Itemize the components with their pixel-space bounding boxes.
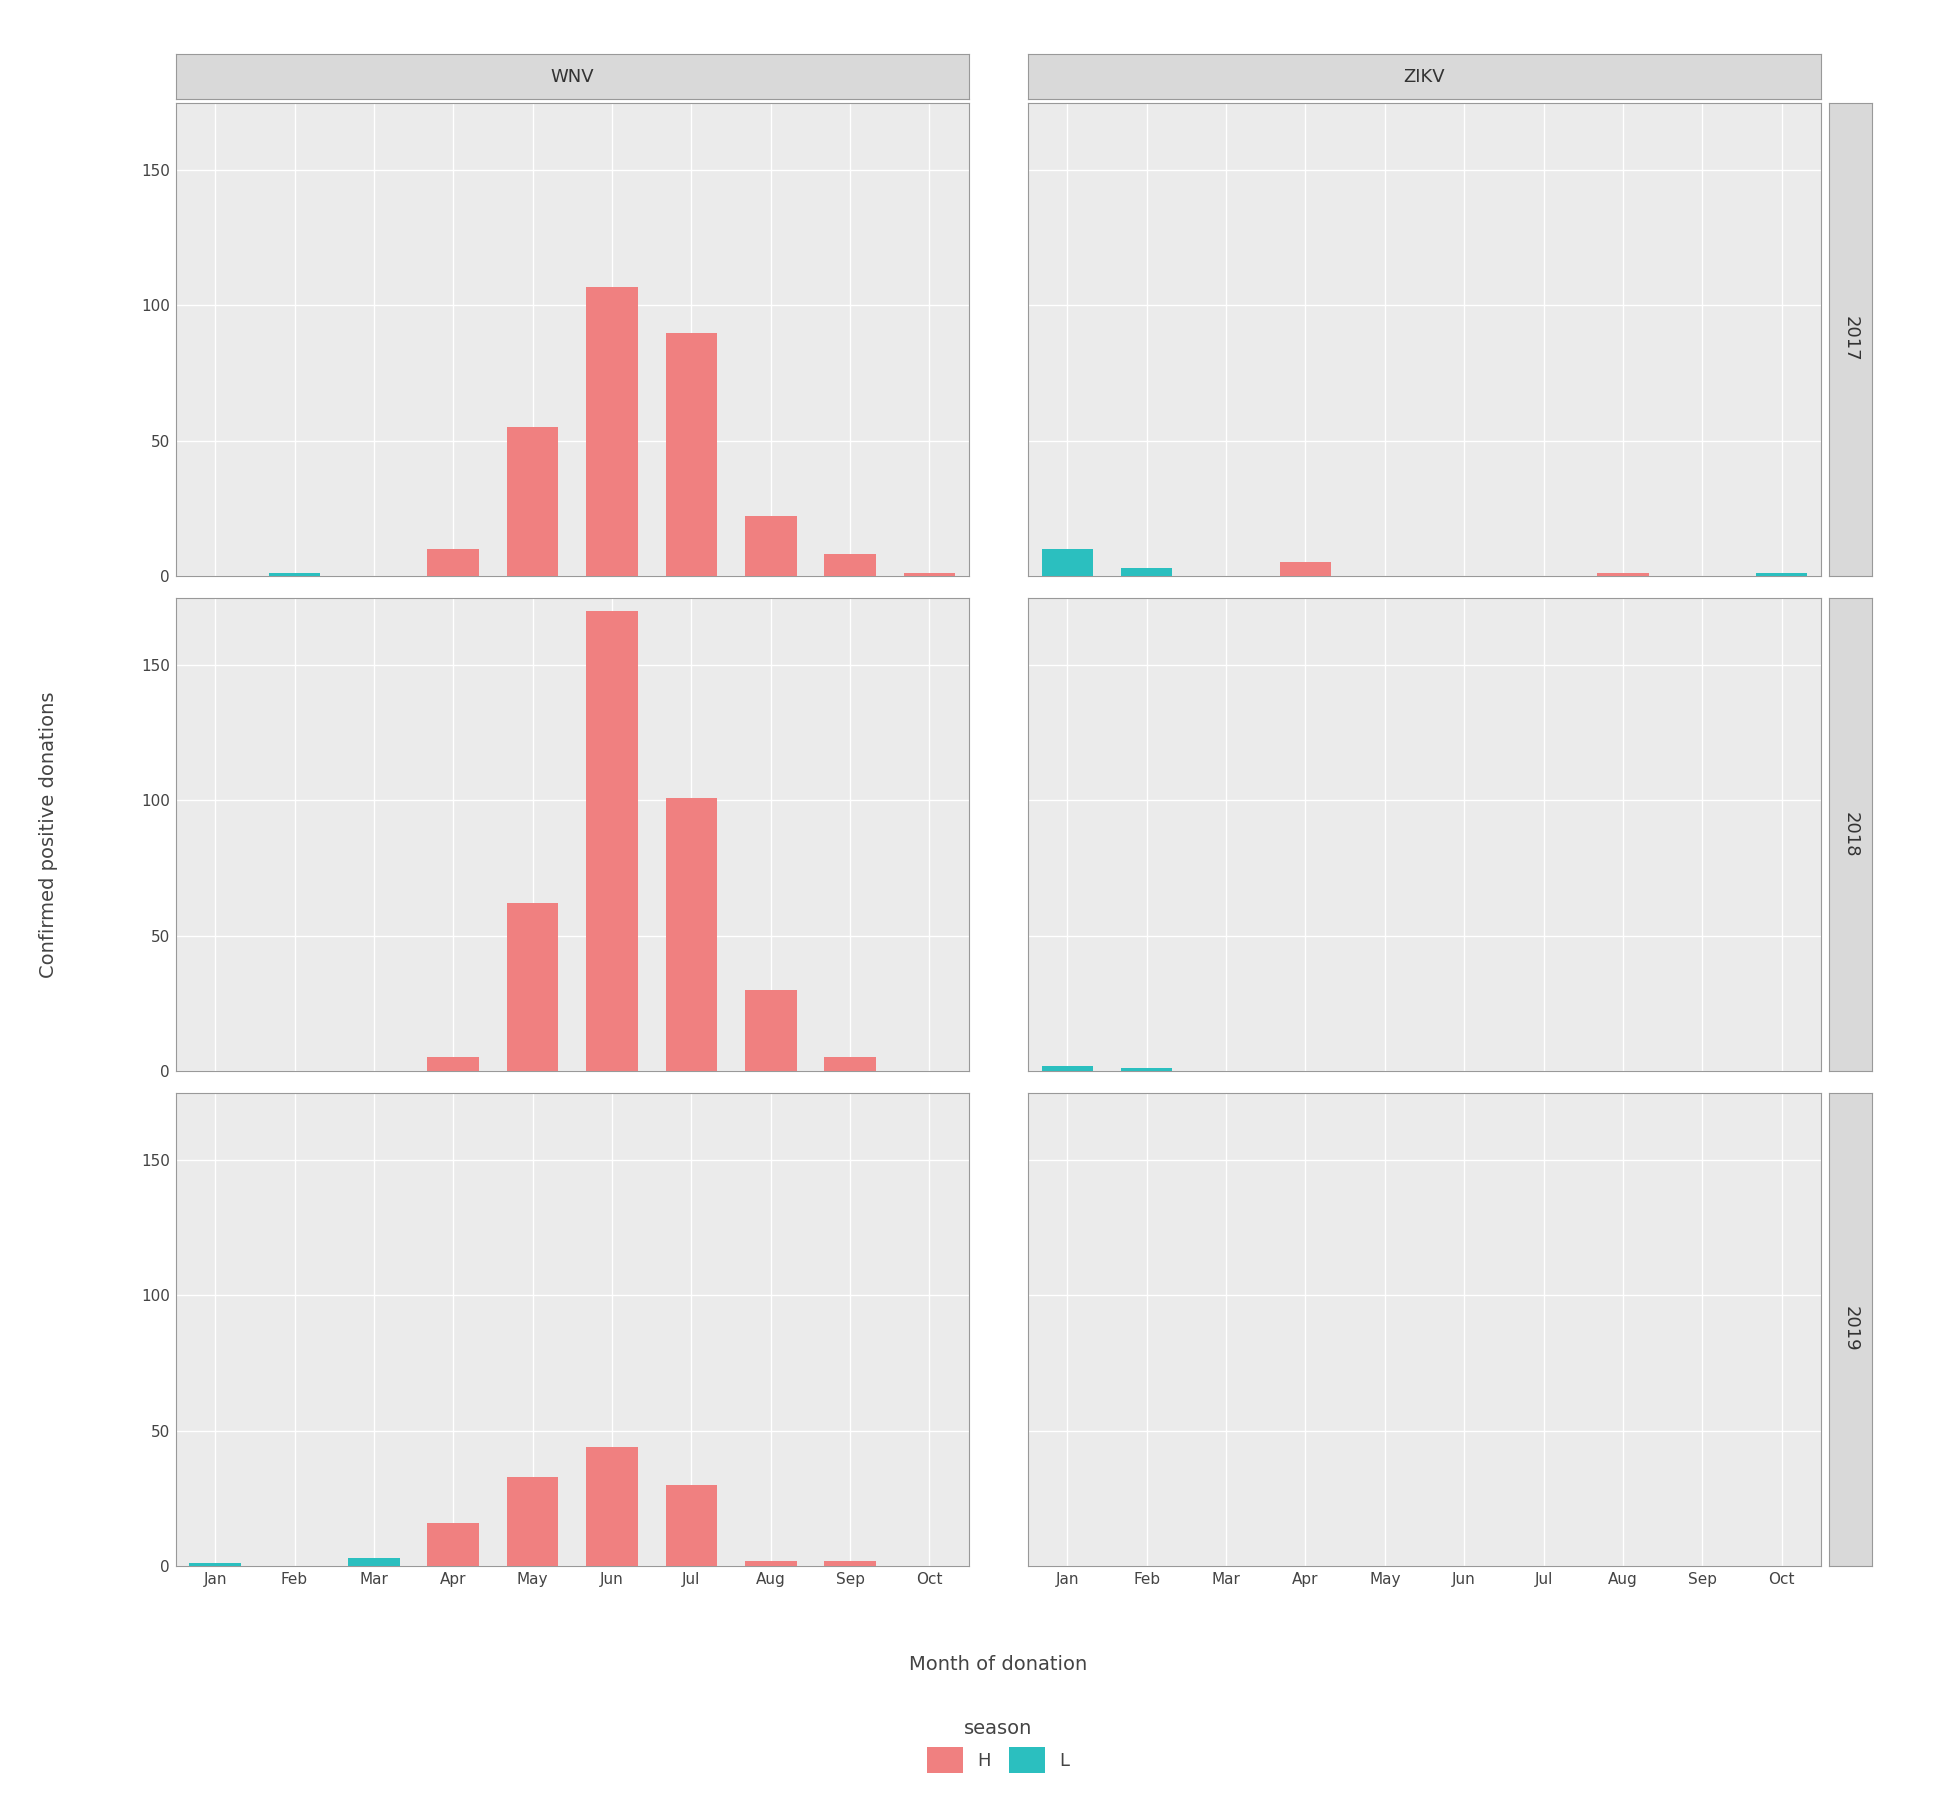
Bar (1755, 572, 1808, 576)
Bar (507, 427, 558, 576)
Bar (427, 1057, 480, 1071)
Text: 2019: 2019 (1841, 1307, 1860, 1352)
Bar (1041, 1066, 1094, 1071)
Bar (665, 1485, 718, 1566)
Text: Confirmed positive donations: Confirmed positive donations (39, 691, 58, 977)
Bar (587, 286, 638, 576)
Bar (903, 572, 956, 576)
Bar (427, 1523, 480, 1566)
Bar (507, 904, 558, 1071)
Text: Month of donation: Month of donation (909, 1656, 1088, 1674)
Bar (507, 1476, 558, 1566)
Bar (427, 549, 480, 576)
Text: 2018: 2018 (1841, 812, 1860, 857)
Bar (1041, 549, 1094, 576)
Text: 2017: 2017 (1841, 317, 1860, 362)
Bar (825, 1561, 876, 1566)
Bar (587, 612, 638, 1071)
Bar (1279, 562, 1332, 576)
Bar (825, 1057, 876, 1071)
Bar (587, 1447, 638, 1566)
Text: ZIKV: ZIKV (1404, 67, 1445, 85)
Bar (665, 797, 718, 1071)
Bar (1121, 1067, 1172, 1071)
Bar (1597, 572, 1648, 576)
Bar (745, 990, 796, 1071)
Bar (745, 1561, 796, 1566)
Bar (189, 1562, 242, 1566)
Bar (745, 517, 796, 576)
Legend: H, L: H, L (926, 1719, 1071, 1773)
Bar (1121, 567, 1172, 576)
Bar (665, 333, 718, 576)
Bar (349, 1557, 400, 1566)
Text: WNV: WNV (550, 67, 595, 85)
Bar (269, 572, 320, 576)
Bar (825, 554, 876, 576)
